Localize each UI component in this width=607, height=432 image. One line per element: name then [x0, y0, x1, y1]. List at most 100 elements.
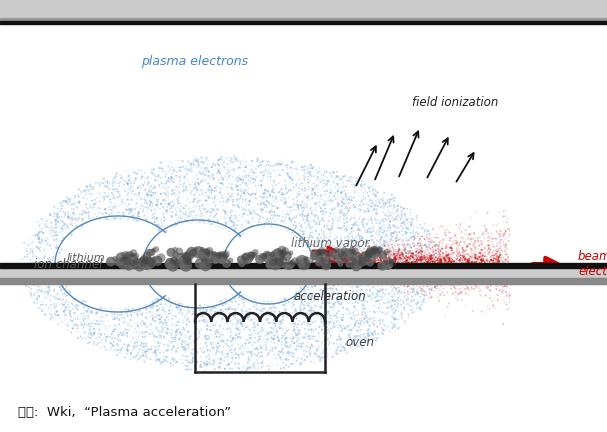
Point	[435, 256, 444, 263]
Point	[289, 313, 299, 320]
Point	[468, 273, 478, 280]
Point	[343, 236, 353, 243]
Point	[127, 318, 137, 325]
Point	[323, 352, 333, 359]
Point	[287, 216, 297, 223]
Point	[178, 346, 188, 353]
Point	[408, 253, 418, 260]
Point	[382, 257, 392, 264]
Point	[301, 174, 311, 181]
Point	[297, 166, 307, 173]
Point	[336, 266, 345, 273]
Point	[368, 190, 378, 197]
Point	[324, 290, 334, 297]
Point	[109, 338, 118, 345]
Point	[359, 331, 368, 338]
Point	[379, 229, 388, 236]
Point	[259, 175, 268, 182]
Point	[387, 261, 397, 268]
Point	[185, 318, 194, 325]
Point	[310, 212, 319, 219]
Point	[359, 251, 368, 257]
Point	[260, 290, 270, 297]
Point	[348, 260, 358, 267]
Point	[144, 245, 154, 252]
Point	[181, 338, 191, 345]
Point	[226, 329, 236, 336]
Point	[470, 280, 480, 287]
Point	[409, 262, 419, 269]
Point	[193, 157, 203, 164]
Point	[252, 317, 262, 324]
Point	[366, 263, 376, 270]
Point	[248, 204, 257, 211]
Point	[333, 201, 343, 208]
Point	[138, 233, 148, 240]
Point	[358, 311, 367, 318]
Point	[370, 187, 380, 194]
Point	[387, 268, 397, 275]
Point	[329, 267, 339, 274]
Point	[183, 363, 192, 370]
Point	[166, 191, 176, 197]
Point	[317, 208, 327, 215]
Point	[425, 244, 435, 251]
Point	[151, 347, 161, 354]
Point	[124, 177, 134, 184]
Point	[400, 231, 410, 238]
Point	[83, 195, 92, 202]
Point	[226, 215, 236, 222]
Point	[255, 258, 265, 265]
Point	[98, 313, 107, 320]
Point	[30, 275, 39, 282]
Point	[134, 262, 144, 269]
Point	[435, 259, 444, 266]
Point	[138, 175, 148, 181]
Point	[192, 358, 202, 365]
Point	[370, 230, 380, 237]
Point	[489, 257, 499, 264]
Point	[73, 335, 83, 342]
Point	[361, 269, 370, 276]
Point	[378, 327, 388, 334]
Point	[310, 252, 320, 259]
Point	[315, 168, 325, 175]
Point	[215, 301, 225, 308]
Point	[258, 289, 268, 296]
Point	[257, 182, 266, 189]
Point	[291, 222, 301, 229]
Point	[98, 194, 107, 201]
Point	[352, 267, 362, 273]
Point	[374, 238, 384, 245]
Text: 자료:  Wki,  “Plasma acceleration”: 자료: Wki, “Plasma acceleration”	[18, 406, 231, 419]
Point	[365, 268, 375, 275]
Point	[202, 360, 211, 367]
Point	[267, 334, 277, 340]
Point	[235, 257, 245, 264]
Point	[404, 265, 413, 272]
Point	[370, 294, 380, 301]
Point	[394, 276, 404, 283]
Point	[340, 262, 350, 269]
Point	[107, 273, 117, 280]
Point	[83, 313, 93, 320]
Point	[389, 248, 399, 255]
Point	[197, 177, 207, 184]
Point	[342, 258, 351, 265]
Point	[217, 246, 227, 253]
Point	[370, 247, 379, 254]
Point	[501, 271, 511, 278]
Point	[128, 273, 138, 280]
Point	[188, 359, 197, 366]
Point	[414, 267, 424, 274]
Point	[372, 335, 382, 342]
Point	[430, 268, 439, 275]
Point	[368, 208, 378, 215]
Point	[291, 346, 301, 353]
Point	[149, 268, 159, 275]
Point	[305, 302, 314, 309]
Point	[418, 274, 428, 281]
Point	[319, 232, 328, 239]
Point	[154, 355, 164, 362]
Point	[322, 267, 332, 274]
